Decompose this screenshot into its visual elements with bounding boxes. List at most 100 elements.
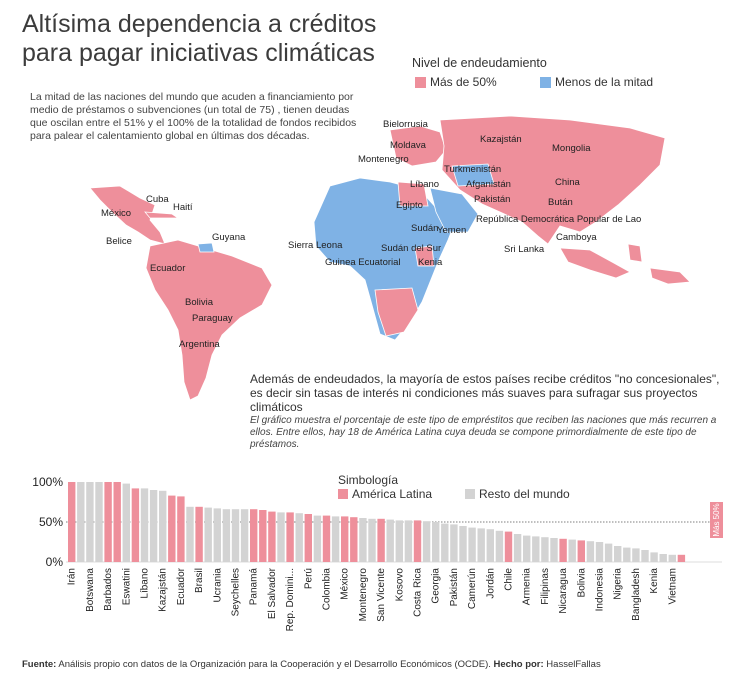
x-tick-label: Pakistán: [449, 568, 460, 606]
bar-38: [413, 520, 422, 562]
map-label: Guyana: [212, 232, 246, 243]
author-label: Hecho por:: [493, 659, 544, 670]
map-legend-high: Más de 50%: [415, 75, 497, 89]
paragraph-3: El gráfico muestra el porcentaje de este…: [250, 415, 717, 450]
bar-49: [513, 534, 522, 562]
map-shapes: [89, 115, 691, 401]
footer: Fuente: Análisis propio con datos de la …: [22, 659, 601, 670]
bar-41: [441, 523, 449, 562]
bar-58: [595, 542, 604, 562]
map-label: Camboya: [556, 232, 597, 243]
title-line-2: para pagar iniciativas climáticas: [22, 39, 375, 67]
paragraph-2: Además de endeudados, la mayoría de esto…: [250, 372, 720, 414]
south-america-shape: [145, 239, 273, 401]
map-label: Guinea Ecuatorial: [325, 257, 401, 268]
bar-62: [632, 548, 640, 562]
chart-legend: Simbología América Latina Resto del mund…: [338, 473, 570, 501]
bar-25: [295, 513, 303, 562]
x-tick-label: Armenia: [522, 568, 533, 606]
southeast-asia-shape: [559, 247, 631, 279]
pacific-islands-shape: [649, 267, 691, 285]
x-tick-label: Georgia: [431, 568, 442, 604]
bar-chart: 0% 50% 100% Irán Botswana Barbados Eswatini Lí…: [32, 473, 723, 631]
bar-56: [577, 540, 585, 562]
turkmenistan-shape: [451, 163, 495, 187]
x-tick-label: Vietnam: [667, 568, 678, 605]
map-label: Kazajstán: [480, 134, 522, 145]
x-tick-label: Kazajstán: [158, 568, 169, 612]
bar-27: [313, 515, 322, 562]
map-label: México: [101, 208, 131, 219]
x-tick-label: Brasil: [194, 568, 205, 593]
bar-57: [586, 541, 595, 562]
map-label: Ecuador: [150, 263, 185, 274]
bar-9: [149, 490, 158, 562]
map-label: Bolivia: [185, 297, 214, 308]
bar-18: [231, 509, 240, 562]
bar-63: [641, 550, 649, 562]
philippines-shape: [627, 243, 643, 263]
x-tick-label: Nicaragua: [558, 568, 569, 614]
map-label: Moldava: [390, 140, 427, 151]
bar-52: [541, 537, 549, 562]
x-tick-label: Kenia: [649, 568, 660, 594]
bar-67: [677, 554, 686, 562]
x-tick-label: Jordán: [485, 568, 496, 599]
x-tick-label: Barbados: [103, 568, 114, 611]
bar-3: [95, 482, 103, 562]
bar-54: [559, 538, 567, 562]
bar-48: [504, 531, 513, 562]
bar-64: [650, 552, 658, 562]
x-tick-label: Líbano: [140, 568, 151, 599]
bar-37: [404, 520, 413, 562]
map-label: Haití: [173, 202, 193, 213]
guyana-shape: [197, 242, 215, 253]
asia-shape: [439, 115, 666, 245]
x-tick-label: México: [340, 568, 351, 600]
map-legend-title: Nivel de endeudamiento: [412, 56, 547, 70]
map-label: Argentina: [179, 339, 220, 350]
bar-11: [168, 495, 176, 562]
bar-50: [523, 535, 531, 562]
map-label: Cuba: [146, 194, 169, 205]
legend-swatch-high: [415, 76, 426, 88]
bar-14: [195, 506, 203, 562]
x-tick-label: Irán: [67, 568, 78, 585]
bar-32: [359, 518, 367, 562]
bar-26: [304, 514, 312, 562]
x-tick-label: Eswatini: [121, 568, 132, 605]
map-label: Egipto: [396, 200, 423, 211]
bar-30: [341, 516, 349, 562]
x-tick-label: Seychelles: [231, 568, 242, 616]
map-label: Sudán del Sur: [381, 243, 441, 254]
bar-12: [177, 496, 185, 562]
bar-55: [568, 539, 576, 562]
x-tick-label: Filipinas: [540, 568, 551, 605]
x-tick-label: Botswana: [85, 568, 96, 612]
bar-35: [386, 519, 394, 562]
x-tick-label: El Salvador: [267, 567, 278, 619]
bar-23: [277, 512, 285, 562]
map-label: Belice: [106, 236, 132, 247]
kenia-shape: [414, 245, 435, 267]
x-tick-label: Costa Rica: [413, 568, 424, 617]
map-label: Pakistán: [474, 194, 510, 205]
legend-swatch-rest: [465, 489, 475, 499]
bar-10: [159, 490, 167, 562]
y-tick-label: 0%: [46, 555, 64, 569]
source-label: Fuente:: [22, 659, 57, 670]
bar-4: [104, 482, 112, 562]
map-legend-low: Menos de la mitad: [540, 75, 653, 89]
map-label: Bielorrusia: [383, 119, 429, 130]
bar-60: [614, 546, 622, 562]
x-tick-label: Kosovo: [394, 568, 405, 602]
source-text: Análisis propio con datos de la Organiza…: [56, 659, 494, 670]
bar-6: [122, 483, 130, 562]
bar-13: [186, 506, 194, 562]
bar-40: [432, 522, 440, 562]
bar-15: [204, 507, 212, 562]
x-tick-label: Colombia: [322, 568, 333, 611]
bar-47: [495, 530, 504, 562]
bar-29: [331, 516, 340, 562]
author-text: HasselFallas: [543, 659, 601, 670]
